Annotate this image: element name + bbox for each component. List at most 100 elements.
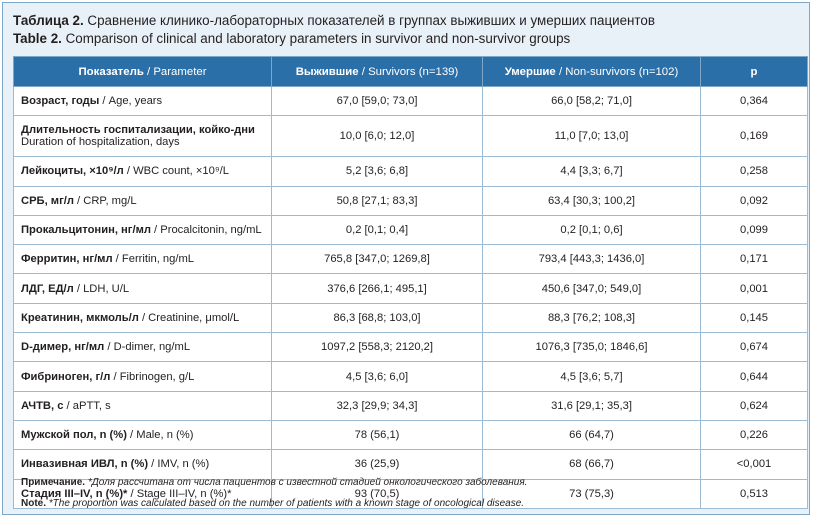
cell-nonsurvivors: 66 (64,7) xyxy=(482,419,701,451)
cell-nonsurvivors: 68 (66,7) xyxy=(482,449,701,480)
cell-parameter: Креатинин, мкмоль/л / Creatinine, μmol/L xyxy=(13,302,272,334)
cell-nonsurvivors: 31,6 [29,1; 35,3] xyxy=(482,390,701,421)
caption-en: Table 2. Comparison of clinical and labo… xyxy=(13,30,801,48)
cell-survivors: 78 (56,1) xyxy=(271,419,483,451)
parameter-en: / aPTT, s xyxy=(63,399,111,412)
header-survivors-bold: Выжившие xyxy=(295,65,359,78)
cell-survivors: 32,3 [29,9; 34,3] xyxy=(271,390,483,421)
cell-survivors: 376,6 [266,1; 495,1] xyxy=(271,273,483,304)
cell-survivors: 67,0 [59,0; 73,0] xyxy=(271,85,483,117)
header-parameter-rest: / Parameter xyxy=(143,65,207,78)
cell-parameter: Стадия III–IV, n (%)* / Stage III–IV, n … xyxy=(13,478,272,509)
cell-p-value: 0,513 xyxy=(700,478,808,509)
cell-parameter: Фибриноген, г/л / Fibrinogen, g/L xyxy=(13,361,272,392)
cell-survivors: 5,2 [3,6; 6,8] xyxy=(271,156,483,187)
cell-parameter: Возраст, годы / Age, years xyxy=(13,85,272,117)
parameter-en: / Fibrinogen, g/L xyxy=(110,370,195,383)
note-ru: Примечание. *Доля рассчитана от числа па… xyxy=(21,476,801,490)
parameter-en: / Stage III–IV, n (%)* xyxy=(127,487,232,500)
cell-nonsurvivors: 11,0 [7,0; 13,0] xyxy=(482,115,701,158)
parameter-en: / Ferritin, ng/mL xyxy=(112,253,195,266)
cell-nonsurvivors: 0,2 [0,1; 0,6] xyxy=(482,214,701,246)
table-row: Возраст, годы / Age, years 67,0 [59,0; 73… xyxy=(13,85,808,117)
cell-parameter: АЧТВ, с / aPTT, s xyxy=(13,390,272,421)
cell-nonsurvivors: 63,4 [30,3; 100,2] xyxy=(482,185,701,216)
cell-survivors: 50,8 [27,1; 83,3] xyxy=(271,185,483,216)
cell-p-value: 0,258 xyxy=(700,156,808,187)
cell-nonsurvivors: 4,4 [3,3; 6,7] xyxy=(482,156,701,187)
parameter-ru: Прокальцитонин, нг/мл xyxy=(21,224,151,237)
table-row: Лейкоциты, ×10⁹/л / WBC count, ×10⁹/L 5,2… xyxy=(13,156,808,187)
cell-parameter: ЛДГ, ЕД/л / LDH, U/L xyxy=(13,273,272,304)
parameter-en: / Procalcitonin, ng/mL xyxy=(150,224,262,237)
table-row: АЧТВ, с / aPTT, s 32,3 [29,9; 34,3] 31,6 [… xyxy=(13,390,808,421)
header-nonsurvivors-rest: / Non-survivors (n=102) xyxy=(555,65,679,78)
cell-survivors: 86,3 [68,8; 103,0] xyxy=(271,302,483,334)
parameter-ru: Фибриноген, г/л xyxy=(21,370,111,383)
table-row: Стадия III–IV, n (%)* / Stage III–IV, n … xyxy=(13,478,808,509)
cell-nonsurvivors: 1076,3 [735,0; 1846,6] xyxy=(482,332,701,363)
cell-parameter: Мужской пол, n (%) / Male, n (%) xyxy=(13,419,272,451)
parameter-ru: АЧТВ, с xyxy=(21,399,64,412)
parameter-ru: СРБ, мг/л xyxy=(21,194,74,207)
parameter-en: / IMV, n (%) xyxy=(148,458,210,471)
parameter-ru: Длительность госпитализации, койко-дни xyxy=(21,124,255,137)
table-row: Креатинин, мкмоль/л / Creatinine, μmol/L… xyxy=(13,302,808,334)
parameter-ru: Возраст, годы xyxy=(21,95,100,108)
parameter-ru: Инвазивная ИВЛ, n (%) xyxy=(21,458,149,471)
cell-nonsurvivors: 793,4 [443,3; 1436,0] xyxy=(482,244,701,275)
caption-en-label: Table 2. xyxy=(13,31,62,46)
comparison-table: Показатель / Parameter Выжившие / Survivo… xyxy=(13,56,808,509)
cell-nonsurvivors: 73 (75,3) xyxy=(482,478,701,509)
parameter-en-line2: Duration of hospitalization, days xyxy=(21,136,180,149)
table-body: Возраст, годы / Age, years 67,0 [59,0; 73… xyxy=(13,85,808,509)
cell-parameter: Ферритин, нг/мл / Ferritin, ng/mL xyxy=(13,244,272,275)
parameter-en: / LDH, U/L xyxy=(73,282,130,295)
header-parameter-bold: Показатель xyxy=(78,65,144,78)
cell-survivors: 93 (70,5) xyxy=(271,478,483,509)
parameter-ru: ЛДГ, ЕД/л xyxy=(21,282,74,295)
cell-survivors: 765,8 [347,0; 1269,8] xyxy=(271,244,483,275)
parameter-ru: D-димер, нг/мл xyxy=(21,341,105,354)
caption-ru-label: Таблица 2. xyxy=(13,13,84,28)
note-ru-text: *Доля рассчитана от числа пациентов с из… xyxy=(85,477,528,488)
parameter-en: / D-dimer, ng/mL xyxy=(104,341,191,354)
caption-ru: Таблица 2. Сравнение клинико-лабораторны… xyxy=(13,12,801,30)
caption-ru-text: Сравнение клинико-лабораторных показател… xyxy=(83,13,655,28)
cell-survivors: 36 (25,9) xyxy=(271,449,483,480)
cell-survivors: 10,0 [6,0; 12,0] xyxy=(271,115,483,158)
cell-p-value: 0,171 xyxy=(700,244,808,275)
cell-p-value: 0,092 xyxy=(700,185,808,216)
header-nonsurvivors: Умершие / Non-survivors (n=102) xyxy=(482,56,701,87)
cell-survivors: 4,5 [3,6; 6,0] xyxy=(271,361,483,392)
table-row: Прокальцитонин, нг/мл / Procalcitonin, n… xyxy=(13,214,808,246)
cell-p-value: 0,226 xyxy=(700,419,808,451)
cell-p-value: 0,624 xyxy=(700,390,808,421)
table-caption: Таблица 2. Сравнение клинико-лабораторны… xyxy=(13,12,801,48)
cell-parameter: СРБ, мг/л / CRP, mg/L xyxy=(13,185,272,216)
parameter-ru: Креатинин, мкмоль/л xyxy=(21,311,139,324)
cell-parameter: Лейкоциты, ×10⁹/л / WBC count, ×10⁹/L xyxy=(13,156,272,187)
cell-nonsurvivors: 66,0 [58,2; 71,0] xyxy=(482,85,701,117)
table-row: ЛДГ, ЕД/л / LDH, U/L 376,6 [266,1; 495,1]… xyxy=(13,273,808,304)
parameter-ru: Стадия III–IV, n (%)* xyxy=(21,487,128,500)
note-en-label: Note. xyxy=(21,498,46,509)
note-en-text: *The proportion was calculated based on … xyxy=(46,498,525,509)
cell-survivors: 0,2 [0,1; 0,4] xyxy=(271,214,483,246)
caption-en-text: Comparison of clinical and laboratory pa… xyxy=(61,31,571,46)
cell-p-value: 0,644 xyxy=(700,361,808,392)
table-row: Фибриноген, г/л / Fibrinogen, g/L 4,5 [3,… xyxy=(13,361,808,392)
parameter-en: / Male, n (%) xyxy=(126,429,194,442)
table-header-row: Показатель / Parameter Выжившие / Survivo… xyxy=(13,56,808,87)
note-en: Note. *The proportion was calculated bas… xyxy=(21,497,801,511)
header-survivors-rest: / Survivors (n=139) xyxy=(358,65,459,78)
cell-survivors: 1097,2 [558,3; 2120,2] xyxy=(271,332,483,363)
table-notes: Примечание. *Доля рассчитана от числа па… xyxy=(21,476,801,518)
cell-nonsurvivors: 450,6 [347,0; 549,0] xyxy=(482,273,701,304)
cell-parameter: Инвазивная ИВЛ, n (%) / IMV, n (%) xyxy=(13,449,272,480)
cell-p-value: 0,145 xyxy=(700,302,808,334)
cell-parameter: D-димер, нг/мл / D-dimer, ng/mL xyxy=(13,332,272,363)
header-p: p xyxy=(700,56,808,87)
cell-p-value: 0,169 xyxy=(700,115,808,158)
